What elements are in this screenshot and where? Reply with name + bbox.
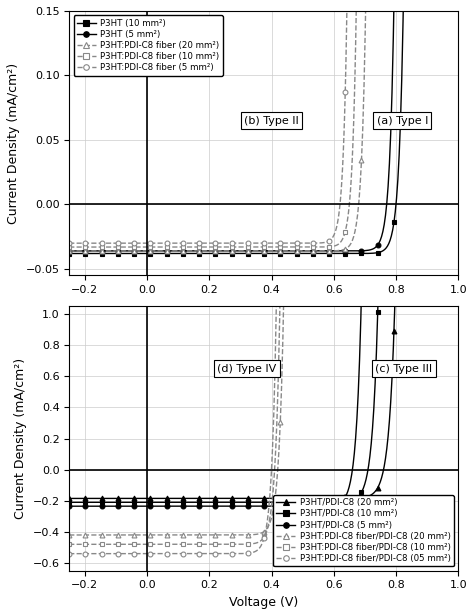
- Legend: P3HT/PDI-C8 (20 mm²), P3HT/PDI-C8 (10 mm²), P3HT/PDI-C8 (5 mm²), P3HT:PDI-C8 fib: P3HT/PDI-C8 (20 mm²), P3HT/PDI-C8 (10 mm…: [273, 495, 454, 567]
- Y-axis label: Current Density (mA/cm²): Current Density (mA/cm²): [14, 358, 27, 519]
- Legend: P3HT (10 mm²), P3HT (5 mm²), P3HT:PDI-C8 fiber (20 mm²), P3HT:PDI-C8 fiber (10 m: P3HT (10 mm²), P3HT (5 mm²), P3HT:PDI-C8…: [73, 15, 223, 76]
- Text: (d) Type IV: (d) Type IV: [217, 363, 276, 373]
- Text: (b) Type II: (b) Type II: [244, 116, 299, 126]
- X-axis label: Voltage (V): Voltage (V): [229, 596, 298, 609]
- Text: (a) Type I: (a) Type I: [376, 116, 428, 126]
- Text: (c) Type III: (c) Type III: [375, 363, 432, 373]
- Y-axis label: Current Density (mA/cm²): Current Density (mA/cm²): [7, 63, 20, 224]
